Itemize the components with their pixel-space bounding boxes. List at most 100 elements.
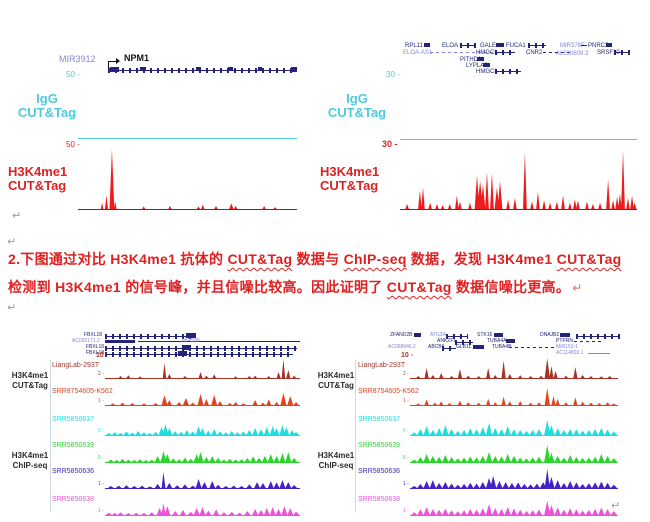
gene-body (228, 67, 233, 71)
track-label: SRR8754605-K562 (358, 388, 419, 395)
gene-label: FUCA1 (506, 43, 526, 49)
gene-label: ELOA-AS1 (403, 50, 433, 56)
text-run: H3K4me1 (486, 251, 557, 267)
paragraph-mark: ↵ (611, 500, 621, 512)
igg-signal-flatline-left (78, 138, 297, 139)
tss-arrowhead (116, 58, 120, 64)
h3k4me1-label-line2: CUT&Tag (320, 177, 379, 193)
text-run: 数据与 (292, 251, 344, 267)
gene-body (105, 352, 293, 357)
track-label: SRR5850639 (358, 442, 401, 449)
track-scale-hint: 2 - (403, 371, 409, 377)
gene-body (446, 334, 468, 339)
gene-label: GLB1L (456, 344, 472, 350)
underlined-term: CUT&Tag (386, 279, 452, 295)
gene-body (110, 67, 119, 72)
gene-body (138, 341, 300, 342)
h3k4me1-peaks-left (100, 148, 277, 209)
gene-label: FBXL18 (86, 350, 105, 356)
paragraph-mark: ↵ (7, 236, 17, 248)
group-label-line1: H3K4me1 (317, 451, 355, 460)
track-signal (416, 358, 612, 378)
gene-label: MIR153-1 (556, 344, 578, 350)
body-text-line1: 2.下图通过对比 H3K4me1 抗体的 CUT&Tag 数据与 ChIP-se… (8, 252, 622, 266)
track-scale: 10 - (401, 352, 414, 359)
track-signal (105, 503, 300, 515)
gene-body (414, 333, 421, 337)
tss-arrow (108, 61, 109, 69)
paragraph-mark: ↵ (12, 210, 22, 222)
group-label-chipseq-right: H3K4me1 ChIP-seq (316, 451, 356, 472)
h3k4me1-label-line2: CUT&Tag (8, 177, 67, 193)
paragraph-mark: ↵ (572, 281, 583, 295)
gene-label: FBXL18 (84, 332, 103, 338)
track-signal (110, 393, 299, 405)
gene-label: HMGCL (476, 50, 498, 56)
group-label-line2: ChIP-seq (12, 461, 48, 471)
gene-label: PTPRN (556, 338, 573, 344)
gene-body (105, 340, 135, 343)
track-label: SRR5850637 (52, 416, 95, 423)
track-signal (105, 424, 300, 435)
gene-body (574, 341, 604, 342)
track-scale-hint: 2 - (98, 371, 104, 377)
h3k4me1-track-label-left: H3K4me1 CUT&Tag (8, 165, 80, 192)
track-baseline (410, 378, 618, 379)
gene-label: FBXL18 (86, 344, 105, 350)
igg-scale-right: 30 - (386, 70, 400, 79)
gene-body (506, 339, 515, 343)
gene-body (528, 43, 546, 48)
gene-label: ABCB6 (428, 344, 445, 350)
gene-body (495, 50, 515, 55)
gene-label: STK16 (477, 332, 493, 338)
gene-body (196, 67, 201, 71)
igg-track-label-left: IgG CUT&Tag (14, 92, 80, 119)
gene-label: AL590609.3 (556, 51, 589, 57)
gene-label: MIR378F (560, 43, 585, 49)
track-baseline (410, 488, 618, 489)
underlined-term: CUT&Tag (556, 251, 622, 267)
gene-body (430, 52, 500, 53)
gene-label: AC068946.2 (388, 344, 416, 350)
h3k4me1-baseline-right (400, 209, 637, 210)
track-group-divider-left (50, 360, 51, 512)
gene-body (495, 69, 521, 74)
group-label-line1: H3K4me1 (317, 371, 355, 380)
gene-label: PNRC2 (588, 43, 609, 49)
igg-label-line1: IgG (36, 91, 58, 106)
track-scale-hint: 1 - (98, 481, 104, 487)
igg-track-label-right: IgG CUT&Tag (324, 92, 390, 119)
gene-body (442, 346, 456, 351)
h3k4me1-track-label-right: H3K4me1 CUT&Tag (320, 165, 392, 192)
track-scale-hint: 1 - (98, 398, 104, 404)
gene-label: TUBA4A (487, 338, 507, 344)
gene-label: TUBA4B (492, 344, 512, 350)
track-baseline (410, 405, 618, 406)
track-scale-hint: 5 - (403, 428, 409, 434)
gene-body (455, 340, 473, 345)
text-run: H3K4me1 (110, 251, 177, 267)
track-scale-hint: 5 - (98, 428, 104, 434)
track-signal (411, 420, 617, 435)
group-label-line2: CUT&Tag (318, 381, 354, 391)
text-run: 检测到 (8, 279, 56, 295)
gene-body (483, 63, 490, 67)
h3k4me1-scale-right: 30 - (382, 139, 398, 149)
track-label: SRR8754605-K562 (52, 388, 113, 395)
track-label: SRR5850637 (358, 416, 401, 423)
h3k4me1-scale-left: 50 - (66, 140, 80, 149)
gene-body (560, 333, 570, 337)
gene-body (424, 43, 430, 47)
track-baseline (105, 405, 300, 406)
body-text-line2: 检测到 H3K4me1 的信号峰，并且信噪比较高。因此证明了 CUT&Tag 数… (8, 280, 583, 294)
gene-body (105, 334, 195, 339)
gene-body (614, 50, 630, 55)
gene-body (178, 351, 187, 356)
igg-label-line2: CUT&Tag (17, 104, 77, 120)
gene-label: LYPLA2 (466, 63, 488, 69)
underlined-term: ChIP-seq (343, 251, 407, 267)
gene-label: MIR3912 (59, 54, 96, 64)
track-baseline (410, 462, 618, 463)
group-label-line2: ChIP-seq (318, 461, 354, 471)
